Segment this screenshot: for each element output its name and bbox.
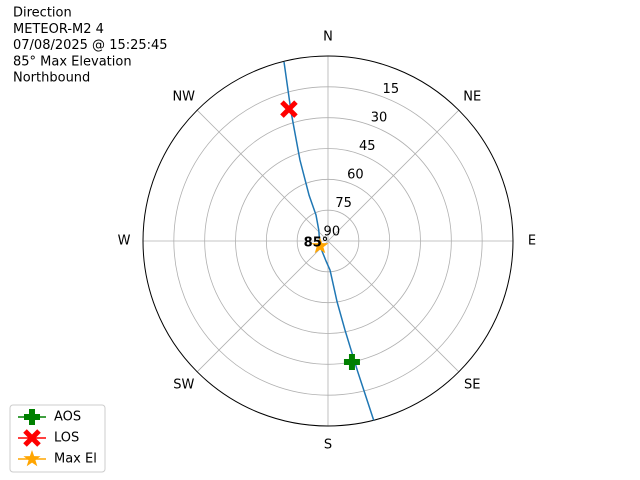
angle-tick-label: SE xyxy=(464,378,480,393)
polar-frame xyxy=(142,55,514,427)
radial-tick-label: 90 xyxy=(324,224,341,239)
grid-spoke xyxy=(196,240,329,373)
angle-tick-label: SW xyxy=(173,378,194,393)
grid-spoke xyxy=(327,240,460,373)
info-line: METEOR-M2 4 xyxy=(13,22,104,37)
legend-label: AOS xyxy=(54,410,81,425)
radial-tick-label: 15 xyxy=(383,82,400,97)
info-line: Direction xyxy=(13,6,72,21)
marker-star xyxy=(23,450,41,467)
legend-label: LOS xyxy=(54,431,79,446)
marker-star xyxy=(311,237,329,254)
max-el-annotation: 85° xyxy=(304,236,329,251)
angle-tick-label: W xyxy=(118,234,131,249)
info-line: 07/08/2025 @ 15:25:45 xyxy=(13,38,168,53)
radial-tick-label: 30 xyxy=(371,110,388,125)
angle-tick-label: NW xyxy=(172,89,195,104)
angle-tick-label: E xyxy=(528,234,536,249)
info-line: Northbound xyxy=(13,71,90,86)
radial-tick-label: 60 xyxy=(347,167,364,182)
radial-tick-label: 75 xyxy=(335,196,352,211)
marker-x xyxy=(23,429,41,447)
marker-plus xyxy=(24,409,40,425)
angle-tick-label: N xyxy=(323,30,333,45)
grid-spoke xyxy=(327,109,460,242)
legend-label: Max El xyxy=(54,452,97,467)
marker-plus xyxy=(343,353,360,370)
grid-spoke xyxy=(196,109,329,242)
info-line: 85° Max Elevation xyxy=(13,54,132,69)
marker-x xyxy=(280,100,298,118)
radial-tick-label: 45 xyxy=(359,139,376,154)
angle-tick-label: NE xyxy=(463,89,481,104)
angle-tick-label: S xyxy=(324,438,332,453)
